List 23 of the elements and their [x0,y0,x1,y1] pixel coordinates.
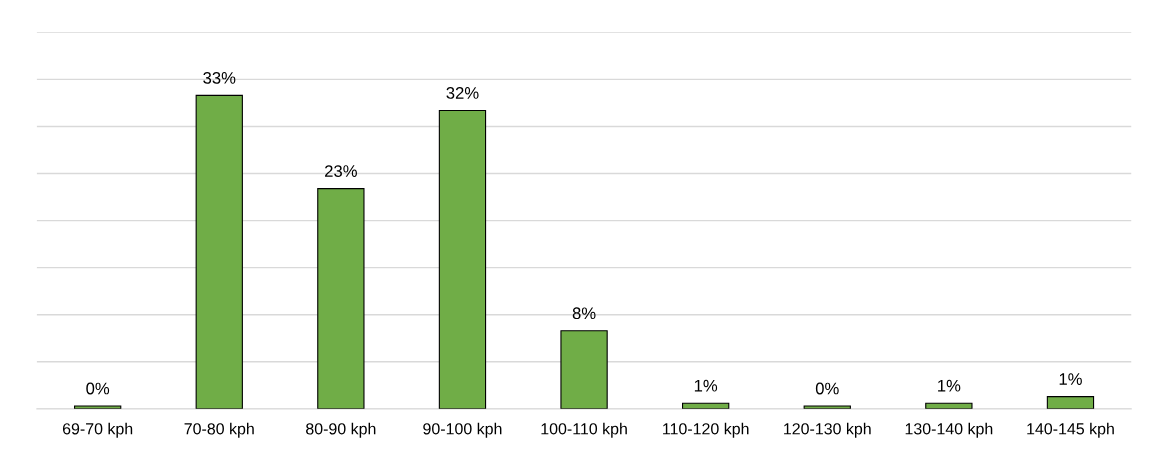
data-label: 1% [1059,373,1082,385]
bar [195,94,243,409]
x-tick-label: 110-120 kph [663,422,749,438]
data-label: 33% [203,71,236,84]
data-label: 23% [325,165,357,177]
x-tick-label: 130-140 kph [905,422,993,438]
data-label: 1% [694,379,718,392]
x-tick-label: 69-70 kph [62,422,133,438]
bar [560,330,608,409]
bar [438,109,487,409]
data-label: 1% [938,379,961,392]
bar [317,188,365,409]
data-label: 0% [86,382,110,395]
data-label: 0% [815,382,839,395]
x-tick-label: 80-90 kph [306,422,376,438]
x-tick-label: 90-100 kph [423,422,502,438]
x-tick-label: 70-80 kph [184,422,254,438]
x-tick-label: 100-110 kph [541,422,627,438]
data-label: 32% [446,87,479,99]
bar [1046,396,1095,409]
data-label: 8% [572,307,596,320]
x-tick-label: 120-130 kph [784,422,871,438]
x-tick-label: 140-145 kph [1027,422,1114,438]
